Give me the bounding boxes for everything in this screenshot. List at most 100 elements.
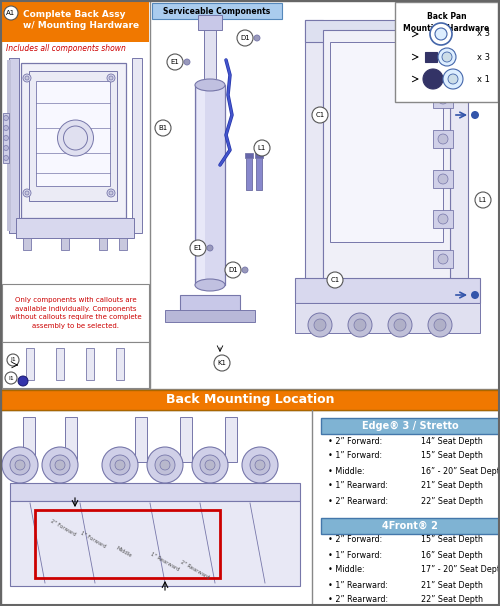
- Text: L1: L1: [479, 197, 487, 203]
- Bar: [180, 417, 192, 462]
- Text: C1: C1: [316, 112, 324, 118]
- Bar: [195, 85, 225, 285]
- Bar: [23, 238, 31, 250]
- Text: L1: L1: [258, 145, 266, 151]
- Circle shape: [314, 319, 326, 331]
- Bar: [433, 170, 453, 188]
- Bar: [321, 518, 499, 534]
- Circle shape: [438, 174, 448, 184]
- Text: Back Pan
Mounting Hardware: Back Pan Mounting Hardware: [404, 12, 490, 33]
- Bar: [245, 153, 253, 158]
- Text: D1: D1: [228, 267, 238, 273]
- Bar: [23, 417, 35, 462]
- Circle shape: [255, 460, 265, 470]
- Circle shape: [438, 134, 448, 144]
- Circle shape: [50, 455, 70, 475]
- Bar: [198, 15, 222, 30]
- Bar: [204, 25, 216, 90]
- Circle shape: [4, 116, 8, 121]
- Bar: [132, 58, 142, 233]
- Text: 15” Seat Depth: 15” Seat Depth: [421, 451, 483, 461]
- Circle shape: [214, 355, 230, 371]
- Bar: [305, 20, 468, 42]
- Circle shape: [475, 192, 491, 208]
- Circle shape: [42, 447, 78, 483]
- Bar: [295, 303, 480, 333]
- Circle shape: [4, 145, 8, 150]
- Text: B1: B1: [158, 125, 168, 131]
- Text: 4Front® 2: 4Front® 2: [382, 521, 438, 531]
- Circle shape: [388, 313, 412, 337]
- Circle shape: [167, 54, 183, 70]
- Bar: [99, 238, 107, 250]
- Text: 1" Rearward: 1" Rearward: [150, 551, 180, 572]
- Bar: [395, 2, 498, 102]
- Text: • 2” Rearward:: • 2” Rearward:: [328, 596, 388, 605]
- Circle shape: [428, 313, 452, 337]
- Text: 2" Forward: 2" Forward: [50, 519, 78, 538]
- Circle shape: [18, 376, 28, 386]
- Text: 21” Seat Depth: 21” Seat Depth: [421, 581, 483, 590]
- Bar: [323, 30, 450, 280]
- Bar: [116, 348, 124, 380]
- Text: K1: K1: [218, 360, 226, 366]
- Text: • 2” Forward:: • 2” Forward:: [328, 536, 382, 545]
- Circle shape: [442, 52, 452, 62]
- Bar: [295, 278, 480, 303]
- Text: 17” - 20” Seat Depth: 17” - 20” Seat Depth: [421, 565, 500, 574]
- Circle shape: [192, 447, 228, 483]
- Circle shape: [190, 240, 206, 256]
- Bar: [26, 348, 34, 380]
- Bar: [10, 501, 300, 586]
- Bar: [305, 20, 323, 310]
- Bar: [10, 483, 300, 501]
- Circle shape: [434, 319, 446, 331]
- Text: Edge® 3 / Stretto: Edge® 3 / Stretto: [362, 421, 458, 431]
- Text: w/ Mounting Hardware: w/ Mounting Hardware: [23, 21, 139, 30]
- Bar: [135, 417, 147, 462]
- Circle shape: [250, 455, 270, 475]
- Circle shape: [242, 267, 248, 273]
- Text: Includes all components shown: Includes all components shown: [6, 44, 126, 53]
- Bar: [61, 238, 69, 250]
- Circle shape: [438, 214, 448, 224]
- Bar: [56, 348, 64, 380]
- Bar: [65, 417, 77, 462]
- Text: 1" Forward: 1" Forward: [80, 531, 108, 549]
- Bar: [36, 81, 110, 186]
- Circle shape: [423, 69, 443, 89]
- Circle shape: [2, 447, 38, 483]
- Text: x 3: x 3: [477, 30, 490, 39]
- Circle shape: [15, 460, 25, 470]
- Circle shape: [55, 460, 65, 470]
- Text: Middle: Middle: [115, 545, 132, 559]
- Bar: [29, 71, 117, 201]
- Circle shape: [205, 460, 215, 470]
- Text: • Middle:: • Middle:: [328, 467, 364, 476]
- Circle shape: [115, 460, 125, 470]
- Circle shape: [4, 156, 8, 161]
- Circle shape: [102, 447, 138, 483]
- Bar: [433, 130, 453, 148]
- Circle shape: [312, 107, 328, 123]
- Bar: [119, 238, 127, 250]
- Text: 2" Rearward: 2" Rearward: [180, 560, 210, 581]
- Text: 15” Seat Depth: 15” Seat Depth: [421, 536, 483, 545]
- Circle shape: [435, 28, 447, 40]
- Bar: [246, 155, 252, 190]
- Circle shape: [4, 136, 8, 141]
- Circle shape: [448, 74, 458, 84]
- Bar: [152, 3, 282, 19]
- Text: E1: E1: [194, 245, 202, 251]
- Bar: [2, 342, 149, 388]
- Bar: [86, 348, 94, 380]
- Circle shape: [4, 125, 8, 130]
- Text: 22” Seat Depth: 22” Seat Depth: [421, 596, 483, 605]
- Circle shape: [64, 126, 88, 150]
- Circle shape: [394, 319, 406, 331]
- Circle shape: [7, 354, 19, 366]
- Circle shape: [254, 35, 260, 41]
- Bar: [7, 60, 11, 231]
- Circle shape: [23, 74, 31, 82]
- Bar: [180, 295, 240, 315]
